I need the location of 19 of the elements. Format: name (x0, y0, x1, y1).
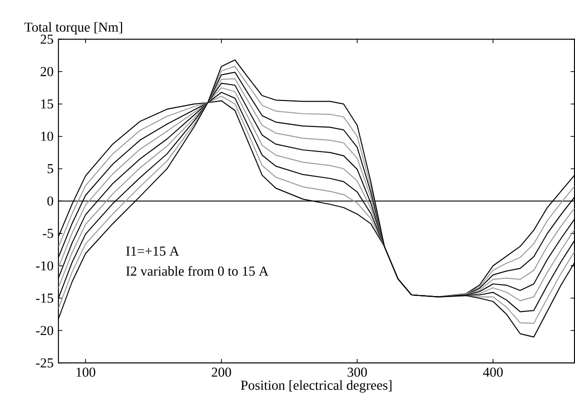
y-tick-label: -20 (36, 326, 54, 335)
y-tick-label: 20 (40, 66, 54, 76)
y-tick-label: -15 (36, 293, 54, 303)
y-tick-label: -10 (36, 261, 54, 270)
annotation: I2 variable from 0 to 15 A (126, 266, 268, 276)
y-tick-label: 15 (41, 99, 54, 108)
y-tick-label: 10 (41, 132, 54, 141)
x-axis-title: Position [electrical degrees] (240, 380, 392, 392)
x-tick-label: 400 (483, 367, 503, 377)
y-tick-label: 25 (40, 34, 54, 44)
annotation: I1=+15 A (126, 246, 180, 256)
x-tick-label: 100 (76, 367, 96, 377)
y-tick-label: -25 (36, 358, 54, 368)
x-tick-label: 200 (212, 367, 232, 377)
y-axis-title: Total torque [Nm] (24, 22, 122, 34)
y-tick-label: 0 (47, 196, 54, 206)
x-tick-label: 300 (348, 367, 367, 377)
y-tick-label: -5 (42, 228, 54, 238)
y-tick-label: 5 (48, 164, 54, 174)
